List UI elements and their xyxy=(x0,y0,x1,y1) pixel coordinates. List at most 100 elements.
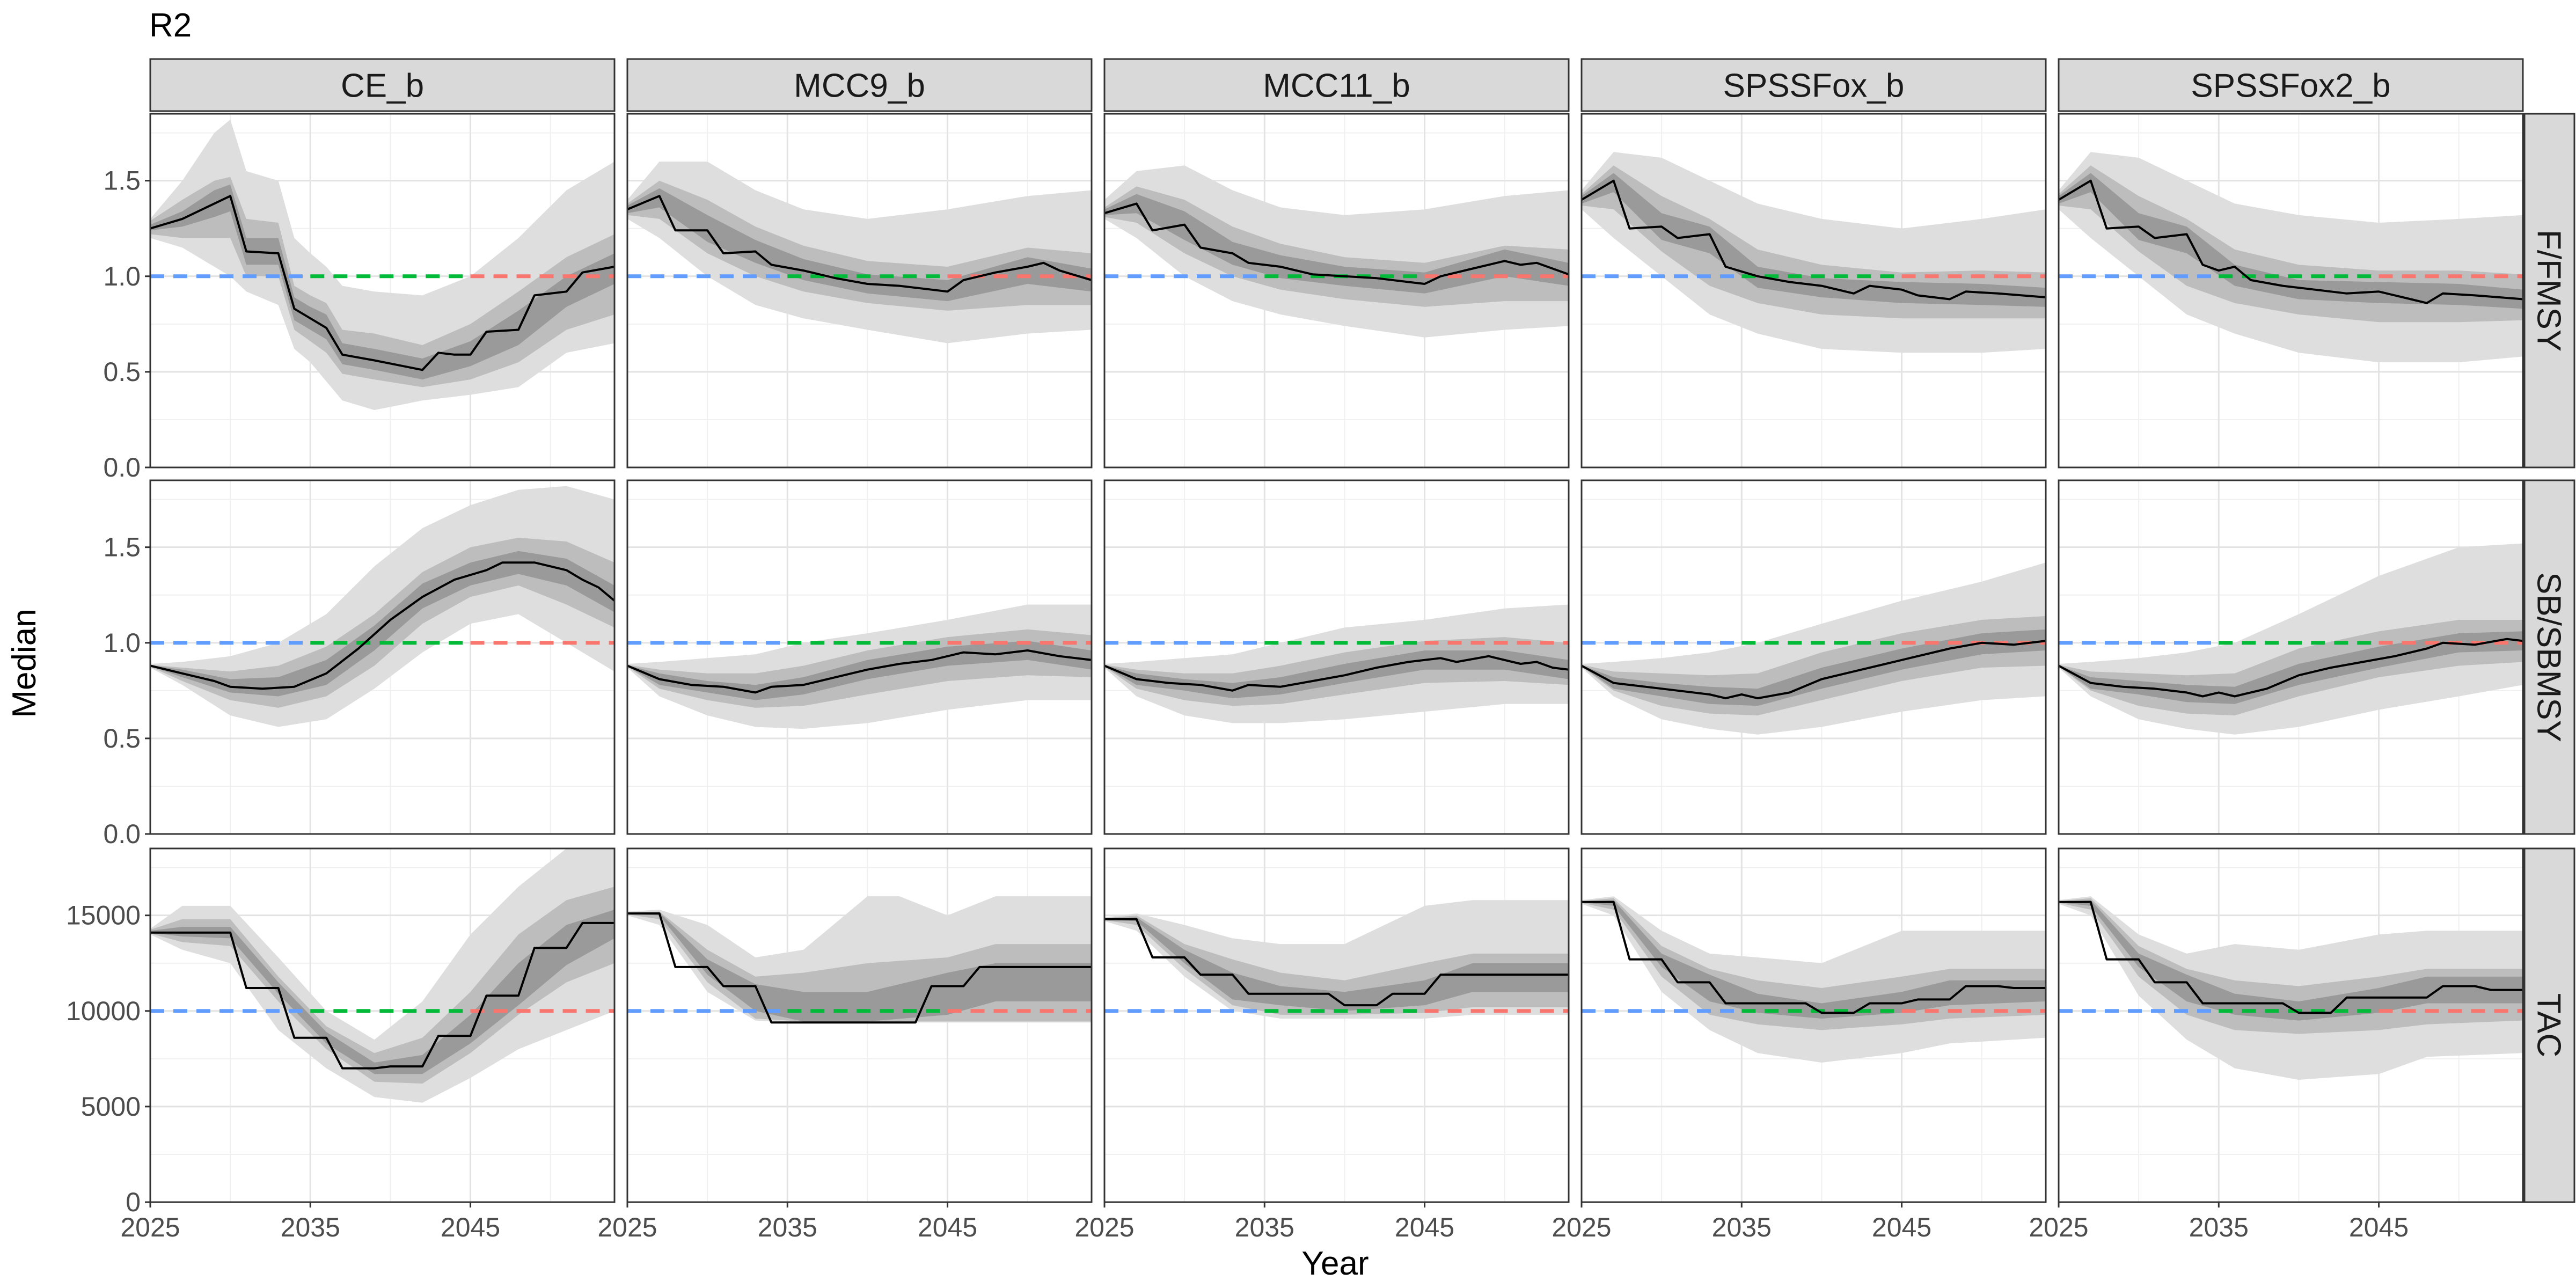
y-axis-title: Median xyxy=(6,609,43,718)
inner-band xyxy=(150,551,614,697)
panel-f-fmsy-spssfox-b xyxy=(1580,113,2047,469)
x-axis-title: Year xyxy=(1301,1245,1368,1282)
column-strip-label: SPSSFox_b xyxy=(1723,68,1905,105)
row-strip xyxy=(2523,847,2575,1203)
x-tick-label: 2025 xyxy=(2029,1212,2088,1242)
x-tick-label: 2045 xyxy=(1395,1212,1454,1242)
row-strip-label: F/FMSY xyxy=(2530,230,2567,352)
panel-sb-sbmsy-spssfox-b xyxy=(1580,479,2047,835)
x-tick-label: 2025 xyxy=(120,1212,180,1242)
panel-f-fmsy-ce-b xyxy=(149,113,616,469)
panel-f-fmsy-spssfox2-b xyxy=(2058,113,2524,469)
y-tick-label: 0.0 xyxy=(103,819,141,849)
panel-data xyxy=(2059,896,2523,1080)
panel-f-fmsy-mcc11-b xyxy=(1103,113,1570,469)
y-tick-label: 0.5 xyxy=(103,357,141,387)
row-strip-label: SB/SBMSY xyxy=(2530,572,2567,742)
panel-data xyxy=(150,486,614,727)
inner-band xyxy=(1104,194,1569,294)
column-strip xyxy=(1103,58,1570,112)
panel-tac-spssfox2-b xyxy=(2058,847,2524,1203)
panel-f-fmsy-mcc9-b xyxy=(626,113,1093,469)
x-tick-label: 2025 xyxy=(1074,1212,1134,1242)
outer-band xyxy=(150,848,614,1103)
middle-band xyxy=(1582,165,2046,319)
panel-border xyxy=(1103,847,1570,1203)
panel-border xyxy=(626,847,1093,1203)
x-tick-label: 2025 xyxy=(597,1212,657,1242)
panel-data xyxy=(2059,543,2523,735)
panel-data xyxy=(1104,165,1569,338)
x-tick-label: 2035 xyxy=(1712,1212,1772,1242)
y-tick-label: 1.5 xyxy=(103,532,141,562)
panel-border xyxy=(1103,113,1570,469)
inner-band xyxy=(1104,917,1569,1011)
panel-border xyxy=(149,113,616,469)
panel-data xyxy=(627,162,1092,343)
x-tick-label: 2025 xyxy=(1552,1212,1611,1242)
row-strip xyxy=(2523,479,2575,835)
inner-band xyxy=(150,910,614,1074)
panel-border xyxy=(149,847,616,1203)
median-line xyxy=(1582,179,2046,301)
x-tick-label: 2045 xyxy=(918,1212,977,1242)
median-line xyxy=(1104,655,1569,692)
median-line xyxy=(1582,901,2046,1014)
column-strip-label: MCC9_b xyxy=(794,68,925,105)
panel-tac-ce-b xyxy=(149,847,616,1203)
inner-band xyxy=(627,912,1092,1022)
column-strip-label: SPSSFox2_b xyxy=(2191,68,2390,105)
median-line xyxy=(627,649,1092,694)
y-tick-label: 1.0 xyxy=(103,628,141,658)
x-tick-label: 2045 xyxy=(441,1212,500,1242)
panel-border xyxy=(2058,113,2524,469)
panel-data xyxy=(1582,152,2046,353)
panel-tac-mcc11-b xyxy=(1103,847,1570,1203)
column-strip xyxy=(2058,58,2524,112)
panel-border xyxy=(2058,479,2524,835)
median-line xyxy=(1104,202,1569,285)
panel-data xyxy=(1104,604,1569,723)
median-line xyxy=(150,561,614,690)
median-line xyxy=(150,195,614,371)
x-tick-label: 2035 xyxy=(758,1212,817,1242)
x-tick-label: 2035 xyxy=(2189,1212,2249,1242)
panel-sb-sbmsy-ce-b xyxy=(149,479,616,835)
inner-band xyxy=(2059,900,2523,1021)
facet-grid: 0.0 0.5 1.0 1.5 F/FMSY CE_b MCC9_b MCC11_b SPSSF… xyxy=(66,58,2575,1242)
inner-band xyxy=(1104,650,1569,699)
inner-band xyxy=(1582,900,2046,1019)
outer-band xyxy=(1582,896,2046,1063)
column-strip-label: MCC11_b xyxy=(1263,68,1410,105)
panel-data xyxy=(2059,152,2523,363)
inner-band xyxy=(2059,631,2523,704)
row-strip xyxy=(2523,113,2575,469)
panel-data xyxy=(627,896,1092,1024)
median-line xyxy=(2059,901,2523,1014)
column-strip xyxy=(149,58,616,112)
panel-data xyxy=(1582,896,2046,1063)
inner-band xyxy=(627,188,1092,302)
median-line xyxy=(1582,640,2046,700)
panel-data xyxy=(150,119,614,411)
y-tick-label: 15000 xyxy=(66,901,141,931)
y-tick-label: 0.5 xyxy=(103,723,141,753)
panel-data xyxy=(1104,900,1569,1019)
panel-sb-sbmsy-spssfox2-b xyxy=(2058,479,2524,835)
panel-data xyxy=(150,848,614,1103)
x-tick-label: 2045 xyxy=(2349,1212,2409,1242)
median-line xyxy=(1104,918,1569,1007)
inner-band xyxy=(1582,629,2046,706)
y-tick-label: 1.0 xyxy=(103,261,141,291)
panel-data xyxy=(1582,562,2046,735)
panel-border xyxy=(1580,847,2047,1203)
y-tick-label: 5000 xyxy=(81,1092,141,1122)
median-line xyxy=(627,912,1092,1024)
y-tick-label: 0.0 xyxy=(103,452,141,482)
panel-sb-sbmsy-mcc9-b xyxy=(626,479,1093,835)
y-tick-label: 10000 xyxy=(66,996,141,1026)
panel-border xyxy=(626,113,1093,469)
column-strip xyxy=(1580,58,2047,112)
panel-tac-spssfox-b xyxy=(1580,847,2047,1203)
